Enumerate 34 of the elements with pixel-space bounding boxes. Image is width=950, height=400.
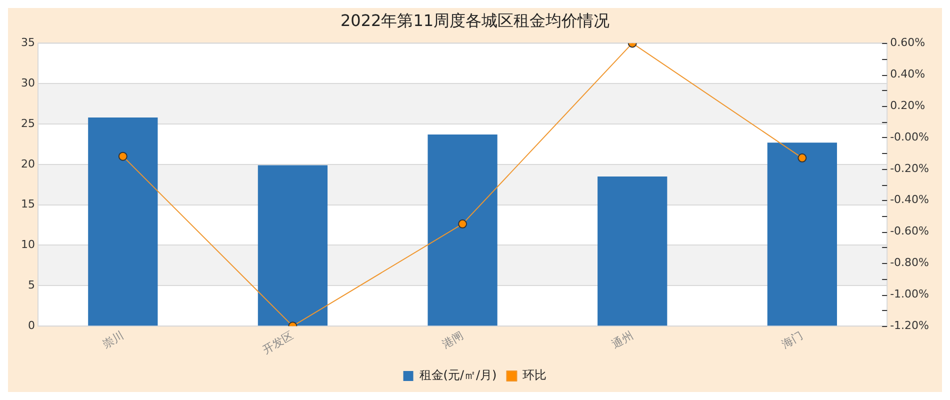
bar — [767, 142, 837, 326]
bar — [428, 134, 498, 326]
y2-tick-label: -0.60% — [890, 224, 930, 238]
y2-tick-label: -0.20% — [890, 162, 930, 175]
y-tick-label: 35 — [20, 36, 35, 50]
y-tick-label: 30 — [20, 76, 35, 90]
y-tick-label: 15 — [20, 198, 35, 211]
x-tick-label: 港闸 — [440, 328, 466, 351]
y2-tick-label: 0.40% — [890, 67, 926, 80]
y2-tick-label: 0.20% — [890, 98, 926, 112]
y-tick-label: 25 — [20, 116, 35, 130]
point — [798, 153, 807, 162]
x-tick-label: 崇川 — [100, 328, 126, 351]
bar — [598, 176, 668, 326]
y2-tick-label: -1.20% — [890, 318, 930, 332]
y-tick-label: 0 — [28, 318, 35, 332]
y-tick-label: 5 — [28, 278, 35, 292]
chart-title: 2022年第11周度各城区租金均价情况 — [340, 10, 610, 30]
y2-tick-label: -0.00% — [890, 130, 930, 144]
y2-tick-label: -0.40% — [890, 193, 930, 206]
y-tick-label: 10 — [20, 238, 35, 252]
x-tick-label: 海门 — [780, 328, 806, 351]
bar — [258, 165, 328, 326]
point — [118, 152, 128, 161]
legend-label: 租金(元/㎡/月) — [419, 368, 497, 382]
point — [458, 219, 468, 228]
y2-tick-label: -0.80% — [890, 256, 930, 270]
bar — [88, 118, 158, 326]
legend-label: 环比 — [522, 368, 547, 382]
x-tick-label: 开发区 — [260, 328, 296, 356]
y2-tick-label: -1.00% — [890, 288, 930, 300]
y2-tick-label: 0.60% — [890, 36, 926, 50]
y-tick-label: 20 — [20, 157, 35, 170]
x-tick-label: 通州 — [610, 328, 636, 351]
